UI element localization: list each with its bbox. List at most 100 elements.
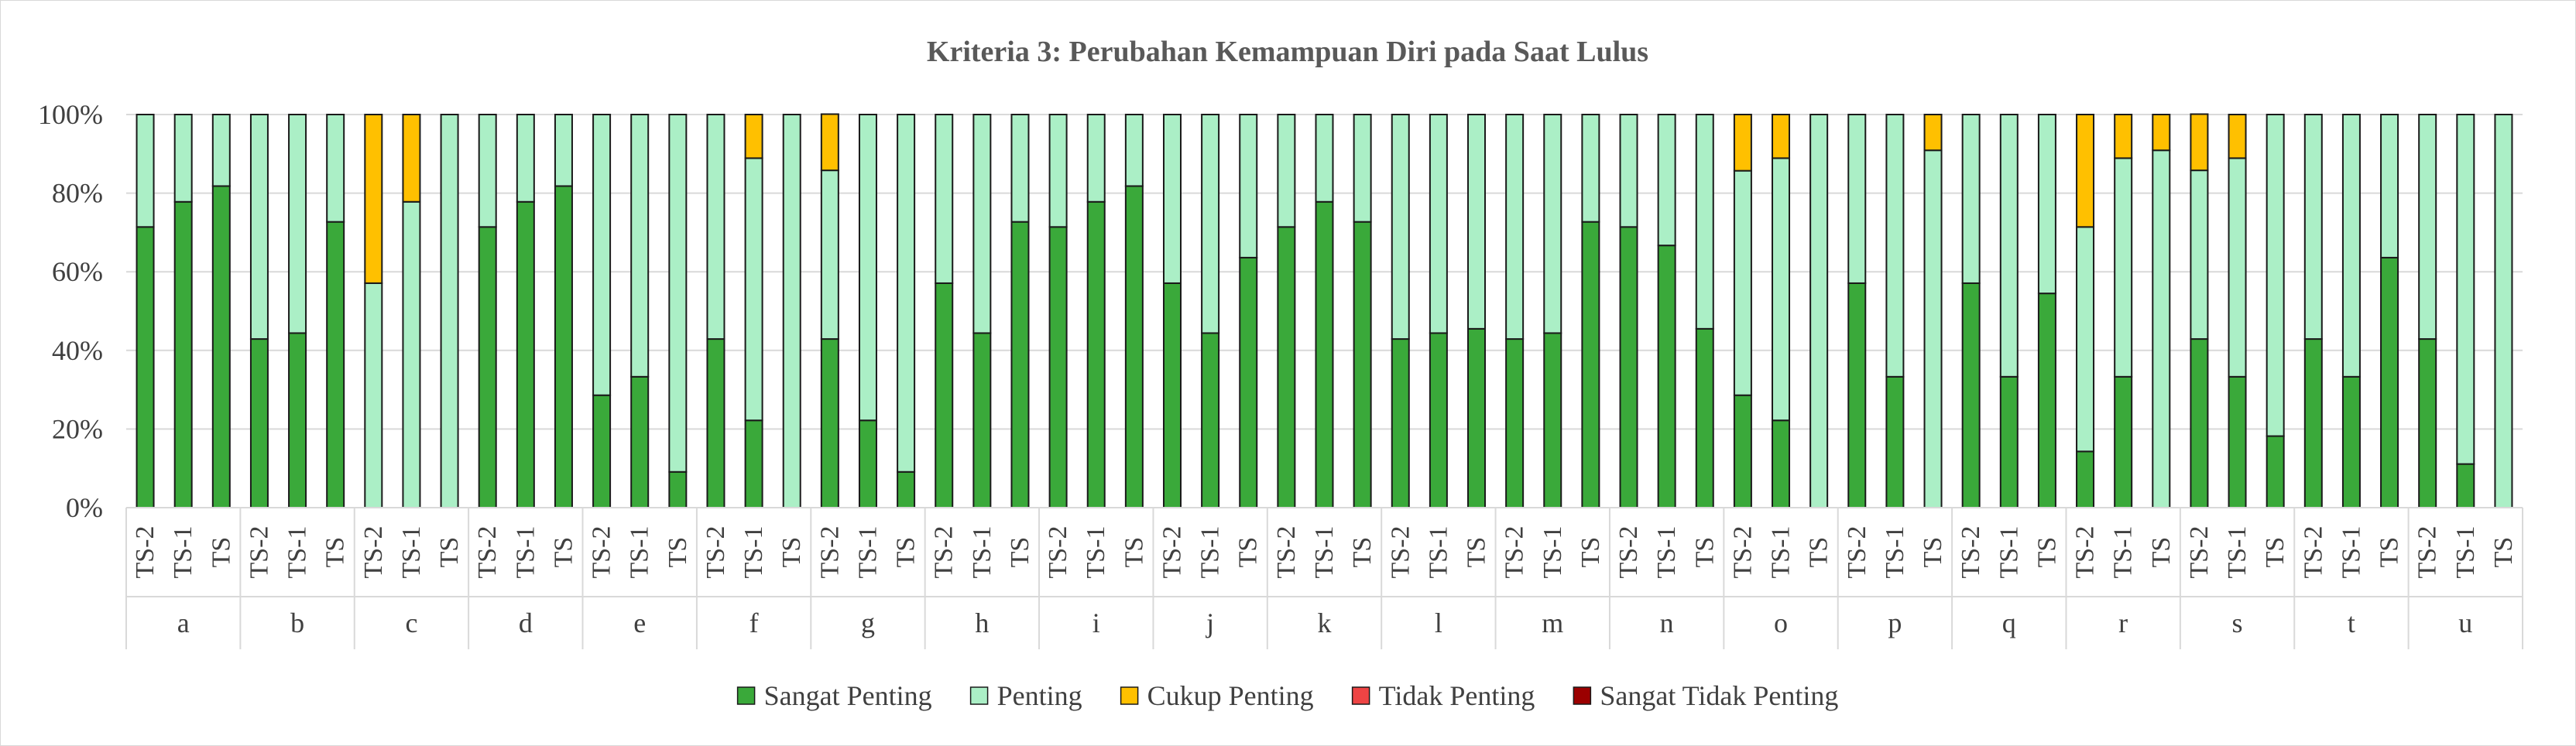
bar-segment-penting [2190, 169, 2209, 340]
x-category-label: TS-1 [1424, 526, 1453, 579]
bar-segment-penting [1733, 169, 1752, 396]
x-category-label: TS [1576, 537, 1605, 568]
bar-segment-penting [1162, 114, 1182, 284]
bar-segment-sangat-penting [668, 471, 688, 508]
chart-title: Kriteria 3: Perubahan Kemampuan Diri pad… [927, 36, 1648, 68]
bar-segment-sangat-penting [1162, 282, 1182, 508]
bar-segment-cukup-penting [744, 114, 763, 159]
bar-segment-sangat-penting [211, 185, 231, 508]
x-category-label: TS-1 [2109, 526, 2138, 579]
x-category-label: TS-2 [2299, 526, 2327, 579]
bar-segment-sangat-penting [1847, 282, 1867, 508]
bar-segment-penting [1010, 114, 1030, 223]
bar-segment-penting [2228, 157, 2247, 378]
bar-segment-sangat-penting [1391, 338, 1410, 508]
bar-segment-penting [2037, 114, 2056, 295]
bar-segment-penting [1391, 114, 1410, 340]
bar-segment-sangat-penting [972, 332, 992, 508]
bar-segment-sangat-penting [326, 221, 345, 508]
x-group-label: q [2002, 607, 2016, 638]
bar-segment-sangat-penting [2456, 463, 2475, 508]
bar-segment-sangat-penting [1961, 282, 1981, 508]
bar-segment-penting [1048, 114, 1068, 228]
bar-segment-sangat-penting [1201, 332, 1220, 508]
legend: Sangat Penting Penting Cukup Penting Tidak … [736, 680, 1838, 711]
x-group-label: h [975, 607, 989, 638]
x-category-label: TS-1 [1652, 526, 1681, 579]
bar-segment-penting [516, 114, 535, 203]
bar-segment-penting [897, 114, 916, 473]
x-category-label: TS [207, 537, 235, 568]
bar-segment-penting [1543, 114, 1562, 334]
bar-segment-penting [1999, 114, 2019, 378]
bar-segment-penting [1239, 114, 1258, 258]
bar-segment-sangat-penting [2037, 293, 2056, 508]
bar-segment-penting [402, 200, 421, 508]
bar-segment-penting [1353, 114, 1372, 223]
x-category-label: TS-2 [930, 526, 959, 579]
x-category-label: TS-1 [853, 526, 882, 579]
legend-swatch [1351, 686, 1370, 705]
bar-segment-penting [1124, 114, 1144, 187]
bar-segment-penting [1201, 114, 1220, 334]
bar-segment-penting [1923, 149, 1943, 508]
bar-segment-sangat-penting [2076, 450, 2095, 509]
x-category-label: TS [435, 537, 464, 568]
x-group-label: g [861, 607, 875, 638]
bar-segment-penting [1467, 114, 1487, 330]
bar-segment-penting [820, 169, 839, 340]
bar-segment-penting [935, 114, 954, 284]
bar-segment-sangat-penting [1277, 226, 1296, 508]
x-group-label: i [1092, 607, 1100, 638]
bar-segment-cukup-penting [2190, 113, 2209, 172]
legend-swatch [1120, 686, 1139, 705]
x-category-label: TS-1 [626, 526, 654, 579]
x-group-label: a [177, 607, 190, 638]
bar-segment-penting [706, 114, 725, 340]
x-category-label: TS-2 [131, 526, 159, 579]
bar-segment-penting [2152, 149, 2171, 508]
bar-segment-penting [211, 114, 231, 187]
bar-segment-cukup-penting [1923, 114, 1943, 152]
x-category-label: TS-1 [2451, 526, 2480, 579]
bar-segment-penting [2418, 114, 2437, 340]
x-category-label: TS [1690, 537, 1719, 568]
bar-segment-sangat-penting [554, 185, 573, 508]
x-category-label: TS [549, 537, 578, 568]
x-group-label: e [633, 607, 646, 638]
x-category-label: TS [2261, 537, 2290, 568]
x-axis: TS-2 TS-1 TS a TS-2 TS-1 TS b TS-2 TS-1 TS c TS-2 TS-… [125, 507, 2523, 649]
bar-segment-sangat-penting [1086, 200, 1106, 508]
x-group-label: n [1660, 607, 1674, 638]
bar-segment-penting [364, 282, 383, 508]
x-category-label: TS [1463, 537, 1491, 568]
x-group-label: c [405, 607, 417, 638]
x-category-label: TS-1 [1995, 526, 2023, 579]
y-tick-label: 100% [38, 99, 103, 130]
x-category-label: TS-1 [968, 526, 996, 579]
x-category-label: TS-2 [815, 526, 844, 579]
bar-segment-sangat-penting [2418, 338, 2437, 508]
legend-swatch [736, 686, 756, 705]
x-category-label: TS-2 [359, 526, 388, 579]
bar-segment-sangat-penting [478, 226, 497, 508]
bar-segment-penting [135, 114, 155, 228]
x-category-label: TS-2 [588, 526, 616, 579]
bar-segment-sangat-penting [516, 200, 535, 508]
bar-segment-sangat-penting [1124, 185, 1144, 508]
x-category-label: TS-1 [1082, 526, 1110, 579]
bar-segment-sangat-penting [1010, 221, 1030, 508]
x-category-label: TS-2 [1158, 526, 1186, 579]
x-category-label: TS-1 [283, 526, 312, 579]
bar-segment-penting [744, 157, 763, 422]
x-group-label: o [1774, 607, 1788, 638]
bar-segment-sangat-penting [630, 375, 650, 508]
bar-segment-sangat-penting [1543, 332, 1562, 508]
legend-label: Sangat Tidak Penting [1600, 680, 1838, 711]
bar-segment-penting [478, 114, 497, 228]
bar-segment-penting [326, 114, 345, 223]
legend-swatch [1573, 686, 1592, 705]
x-category-label: TS [664, 537, 692, 568]
bar-segment-sangat-penting [2228, 375, 2247, 508]
x-category-label: TS-2 [1843, 526, 1871, 579]
